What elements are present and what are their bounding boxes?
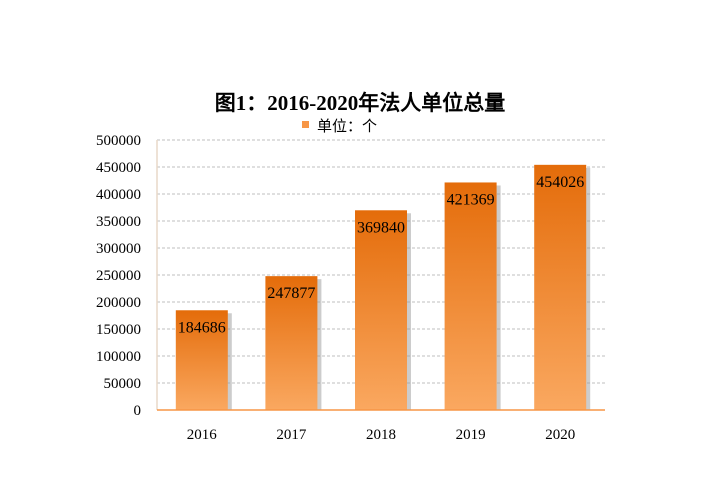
y-tick-label: 150000 [96, 322, 141, 338]
bar-2017 [265, 276, 318, 410]
bar-2016 [175, 310, 228, 410]
data-label: 247877 [267, 285, 315, 302]
y-tick-label: 500000 [96, 133, 141, 149]
chart-title: 图1：2016-2020年法人单位总量 [215, 91, 506, 115]
data-label: 421369 [447, 191, 495, 208]
bar-2018 [355, 210, 407, 410]
y-tick-label: 400000 [96, 187, 141, 203]
x-tick-label: 2017 [276, 427, 307, 443]
x-tick-label: 2016 [187, 427, 218, 443]
y-tick-label: 0 [134, 403, 142, 419]
x-tick-label: 2018 [366, 427, 396, 443]
legend-label: 单位：个 [317, 118, 377, 135]
y-tick-label: 350000 [96, 214, 141, 230]
bar-2020 [534, 164, 587, 410]
bar-2019 [444, 182, 497, 410]
data-label: 184686 [178, 319, 226, 336]
y-tick-label: 450000 [96, 160, 141, 176]
x-tick-label: 2020 [545, 427, 575, 443]
data-label: 454026 [536, 174, 584, 191]
y-tick-label: 200000 [96, 295, 141, 311]
y-tick-label: 50000 [104, 376, 142, 392]
legend-swatch [302, 121, 309, 128]
data-label: 369840 [357, 219, 405, 236]
y-tick-label: 250000 [96, 268, 141, 284]
x-tick-label: 2019 [456, 427, 486, 443]
y-tick-label: 100000 [96, 349, 141, 365]
y-tick-label: 300000 [96, 241, 141, 257]
